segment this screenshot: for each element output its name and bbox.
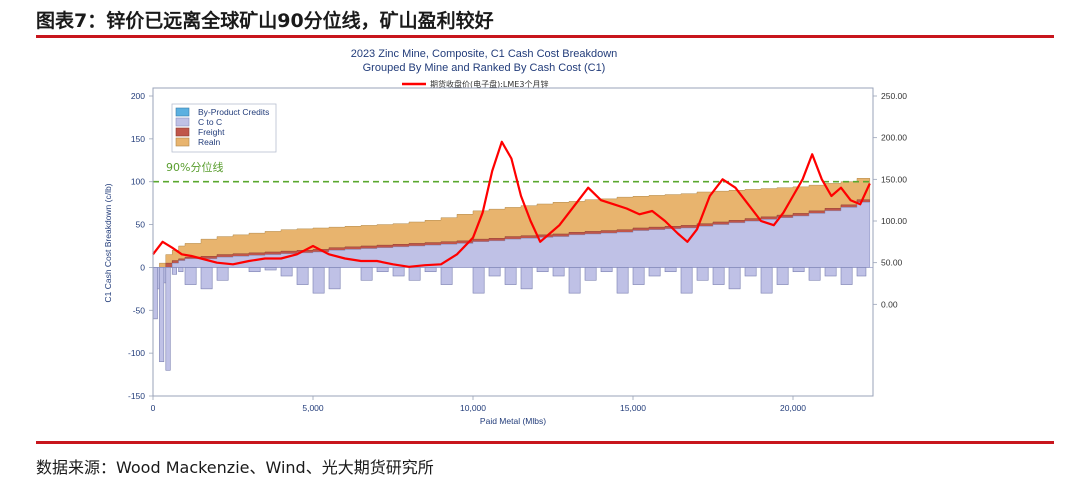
credit-bar [408, 267, 421, 281]
credit-bar [440, 267, 453, 285]
figure-title: 图表7：锌价已远离全球矿山90分位线，矿山盈利较好 [36, 10, 494, 32]
source-divider [36, 441, 1054, 444]
y-axis-label: C1 Cash Cost Breakdown (c/lb) [103, 183, 113, 302]
legend-box [171, 103, 277, 153]
credit-bar [248, 267, 261, 273]
right-tick-label: 0.00 [881, 299, 898, 309]
x-axis-label: Paid Metal (Mlbs) [480, 416, 546, 426]
credit-bar [280, 267, 293, 277]
credit-bar [808, 267, 821, 281]
price-line [152, 140, 871, 268]
credit-bar [360, 267, 373, 281]
credit-bar [392, 267, 405, 277]
credit-bar [568, 267, 581, 294]
y-tick-label: 50 [136, 220, 146, 230]
legend-swatch-c-to-c [175, 117, 190, 127]
y-tick-label: 200 [131, 91, 145, 101]
plot-frame [152, 87, 874, 397]
credit-bar [552, 267, 565, 277]
credit-bar [632, 267, 645, 285]
credit-bar [744, 267, 757, 277]
credit-bar [648, 267, 661, 277]
credit-bar [184, 267, 197, 285]
y-axis-ticks: 200 150 100 50 0 -50 -100 -150 [128, 91, 153, 401]
credit-bar [296, 267, 309, 285]
y-tick-label: 0 [140, 262, 145, 272]
x-tick-label: 20,000 [780, 403, 806, 413]
credit-bar [712, 267, 725, 285]
credit-bar [776, 267, 789, 285]
credit-bar [264, 267, 277, 271]
price-legend-label: 期货收盘价(电子盘):LME3个月锌 [430, 79, 548, 89]
credit-bar [680, 267, 693, 294]
credit-bar [600, 267, 613, 273]
source-note: 数据来源：Wood Mackenzie、Wind、光大期货研究所 [36, 458, 434, 477]
credit-bar [328, 267, 341, 290]
credit-bar [520, 267, 533, 290]
legend-swatch-by-product-credits [175, 107, 190, 117]
right-tick-label: 100.00 [881, 216, 907, 226]
x-tick-label: 5,000 [302, 403, 324, 413]
credit-bar [584, 267, 597, 281]
credit-bar [760, 267, 773, 294]
legend: By-Product Credits C to C Freight Realn [171, 103, 277, 153]
credit-bar [312, 267, 325, 294]
title-divider [36, 35, 1054, 38]
x-axis-ticks: 0 5,000 10,000 15,000 20,000 [151, 396, 806, 413]
credit-bar [152, 267, 158, 320]
right-tick-label: 50.00 [881, 258, 903, 268]
legend-label-freight: Freight [198, 127, 225, 137]
x-tick-label: 15,000 [620, 403, 646, 413]
legend-swatch-realn [175, 137, 190, 147]
credit-bar [376, 267, 389, 273]
chart-title: 2023 Zinc Mine, Composite, C1 Cash Cost … [351, 48, 618, 60]
right-tick-label: 250.00 [881, 91, 907, 101]
credit-bar [200, 267, 213, 290]
x-tick-label: 10,000 [460, 403, 486, 413]
legend-label-by-product-credits: By-Product Credits [198, 107, 269, 117]
chart-subtitle: Grouped By Mine and Ranked By Cash Cost … [363, 62, 606, 74]
credit-bar [488, 267, 501, 277]
credit-bar [696, 267, 709, 281]
credit-bar [728, 267, 741, 290]
credit-bar [159, 267, 165, 363]
y-tick-label: -150 [128, 391, 145, 401]
legend-label-c-to-c: C to C [198, 117, 222, 127]
legend-swatch-freight [175, 127, 190, 137]
credit-bar [178, 267, 184, 273]
credit-bar [856, 267, 867, 277]
y-tick-label: 100 [131, 177, 145, 187]
y-tick-label: -100 [128, 348, 145, 358]
credit-bar [840, 267, 853, 285]
credit-bar [216, 267, 229, 281]
right-axis-ticks: 250.00 200.00 150.00 100.00 50.00 0.00 [873, 91, 907, 309]
y-tick-label: 150 [131, 134, 145, 144]
credit-bar [171, 267, 177, 275]
right-tick-label: 200.00 [881, 133, 907, 143]
credit-bar [824, 267, 837, 277]
y-tick-label: -50 [133, 305, 146, 315]
right-tick-label: 150.00 [881, 174, 907, 184]
credit-bar [616, 267, 629, 294]
x-tick-label: 0 [151, 403, 156, 413]
credit-bar [165, 267, 171, 371]
credit-bar [472, 267, 485, 294]
credit-bar [792, 267, 805, 273]
credit-bar [504, 267, 517, 285]
percentile-label: 90%分位线 [166, 160, 223, 174]
credit-bar [664, 267, 677, 273]
plot-area [152, 140, 873, 371]
credit-bar [536, 267, 549, 273]
legend-label-realn: Realn [198, 137, 220, 147]
credit-bar [424, 267, 437, 273]
